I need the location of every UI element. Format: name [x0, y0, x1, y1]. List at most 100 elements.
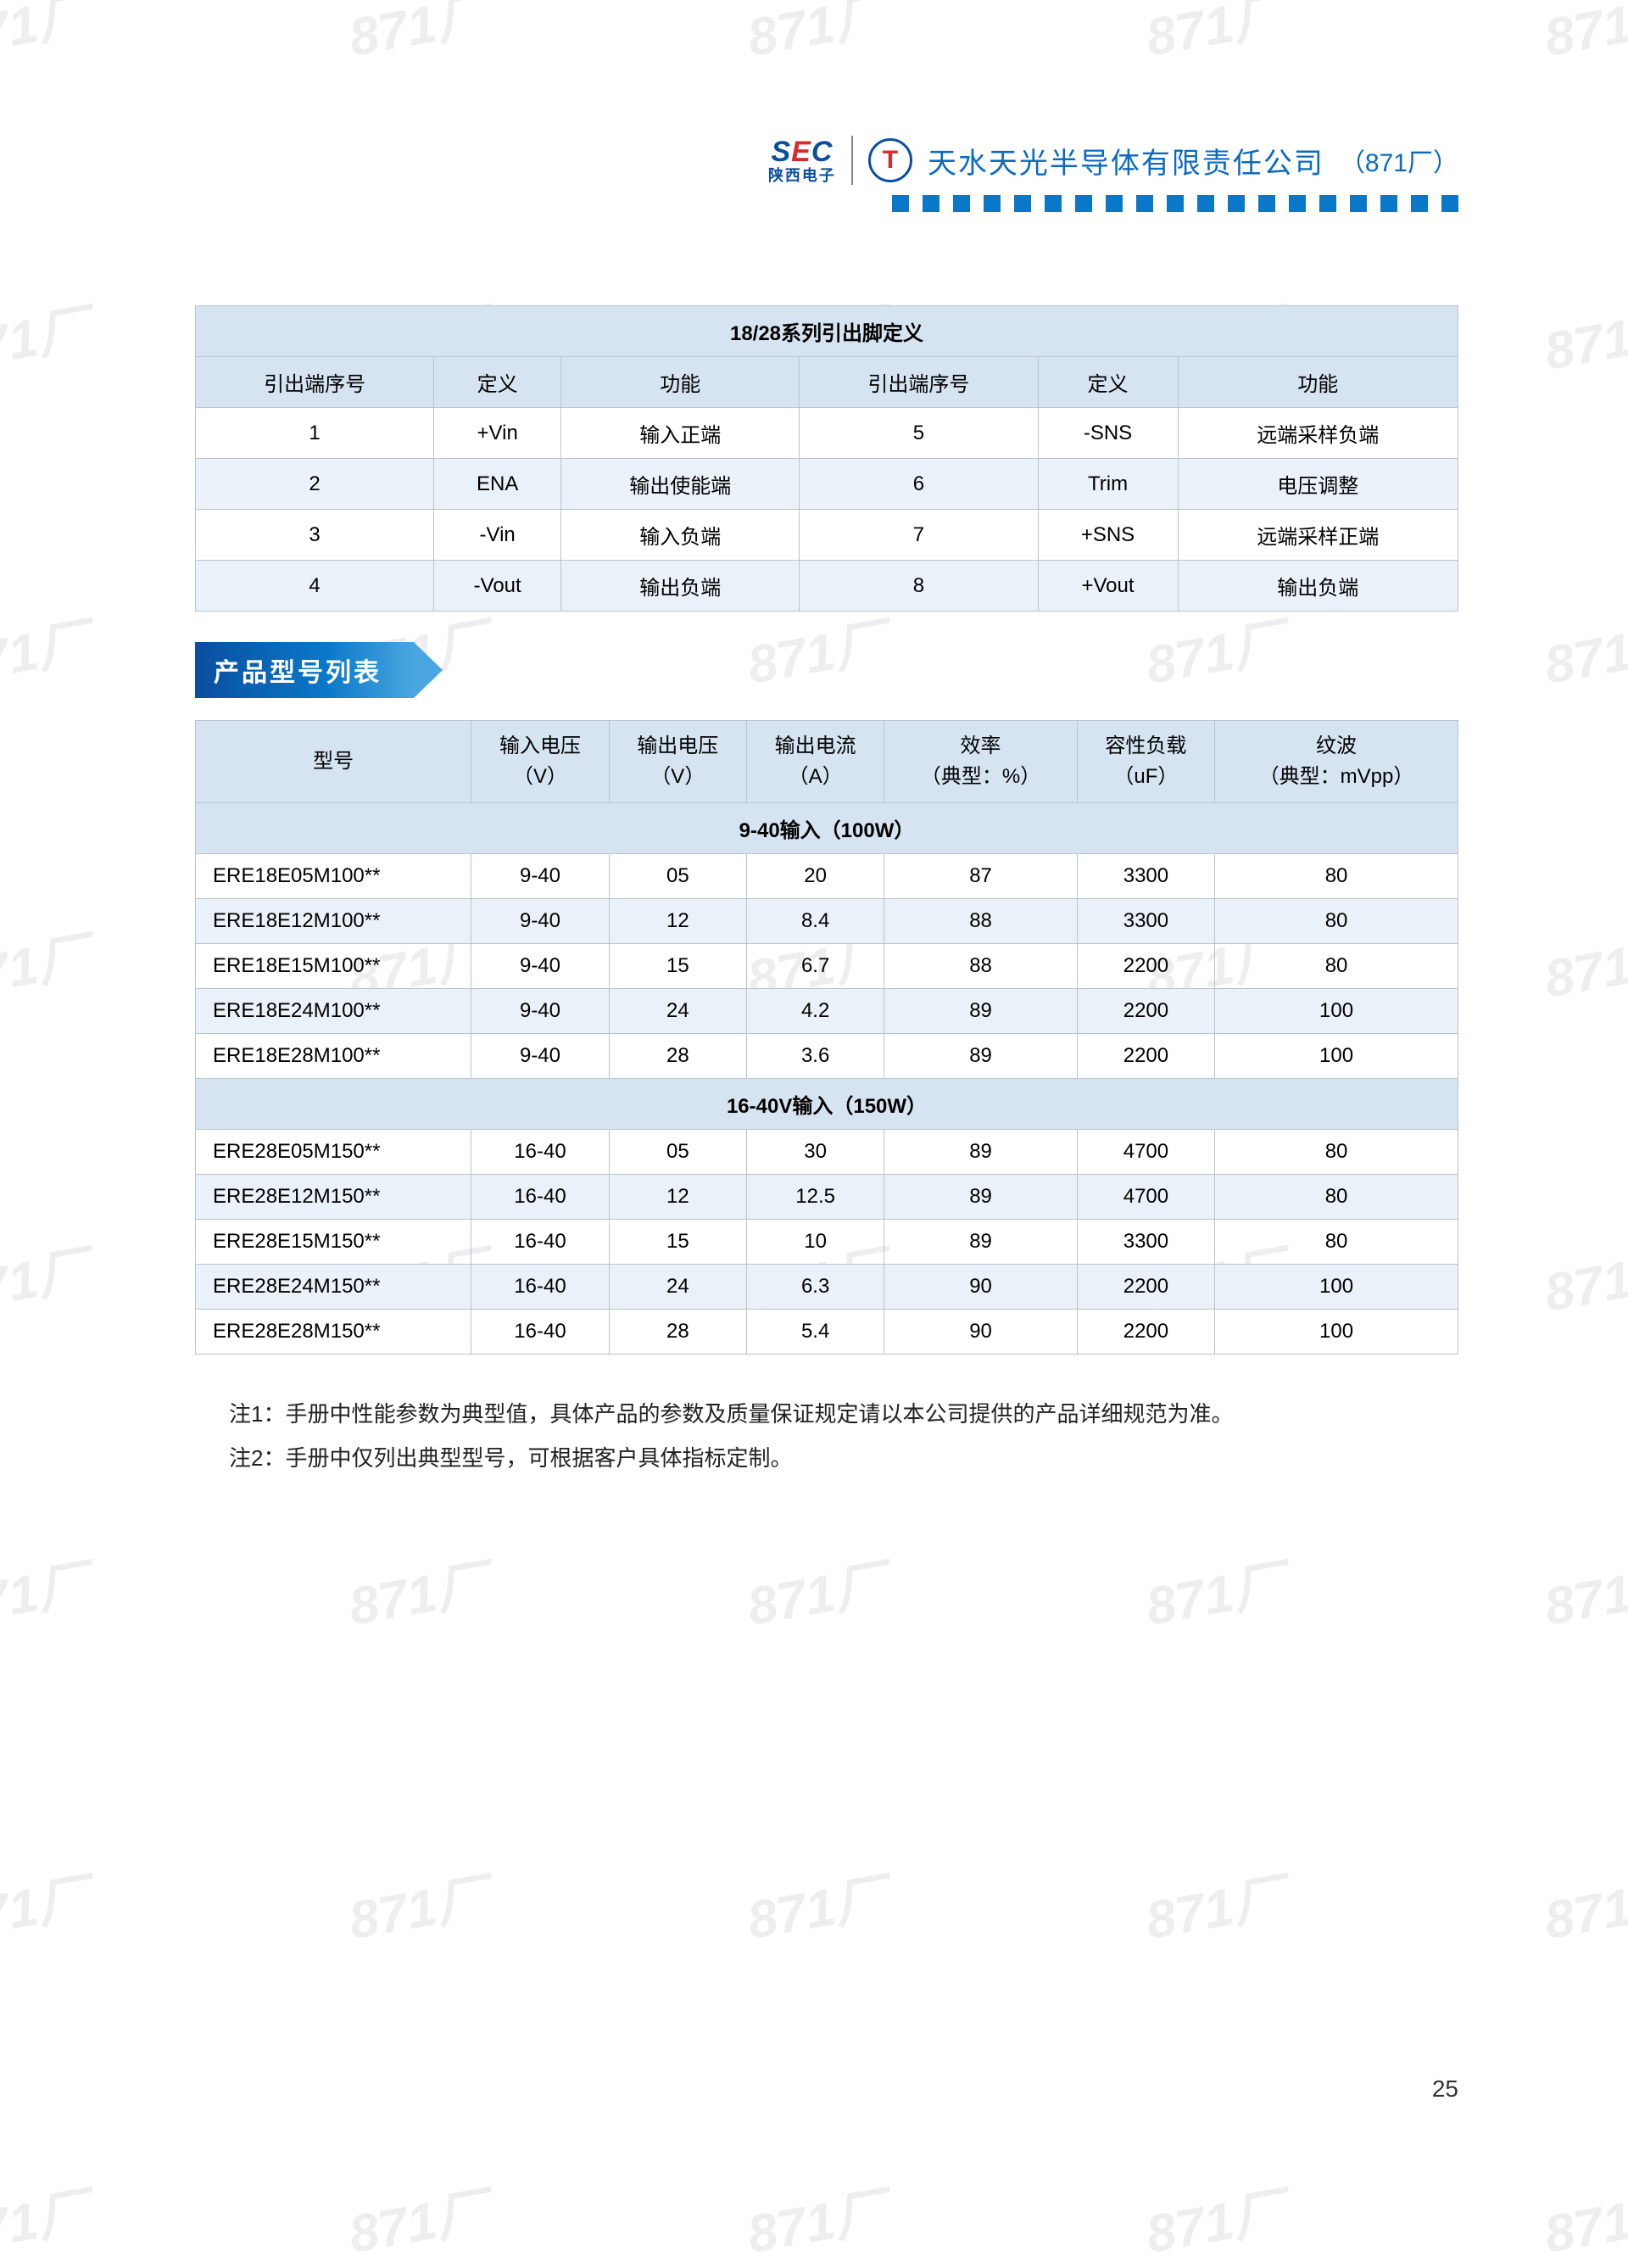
table-cell: 100 — [1215, 1034, 1458, 1079]
table-cell: 远端采样正端 — [1178, 510, 1458, 561]
table-cell: 80 — [1215, 1175, 1458, 1220]
sec-e: E — [791, 136, 811, 168]
table-cell: 12.5 — [746, 1175, 884, 1220]
table-cell: 电压调整 — [1178, 459, 1458, 510]
table-cell: 12 — [609, 1175, 746, 1220]
pin-col-header: 引出端序号 — [196, 357, 434, 408]
table-cell: 3300 — [1077, 899, 1214, 944]
table-cell: 90 — [884, 1310, 1077, 1355]
table-row: ERE18E28M100**9-40283.6892200100 — [196, 1034, 1458, 1079]
prod-col-header: 输出电压（V） — [609, 721, 746, 803]
table-cell: ERE28E28M150** — [196, 1310, 471, 1355]
table-cell: 6 — [800, 459, 1038, 510]
page-header: SEC 陕西电子 T 天水天光半导体有限责任公司 （871厂） — [195, 136, 1458, 185]
table-cell: 10 — [746, 1220, 884, 1265]
table-cell: 5 — [800, 408, 1038, 459]
table-cell: 16-40 — [471, 1130, 609, 1175]
table-cell: +SNS — [1038, 510, 1178, 561]
table-cell: 80 — [1215, 899, 1458, 944]
table-cell: 9-40 — [471, 944, 609, 989]
table-row: ERE28E05M150**16-40053089470080 — [196, 1130, 1458, 1175]
footnotes: 注1：手册中性能参数为典型值，具体产品的参数及质量保证规定请以本公司提供的产品详… — [195, 1392, 1458, 1480]
table-cell: 4700 — [1077, 1130, 1214, 1175]
table-cell: 1 — [196, 408, 434, 459]
banner-triangle — [414, 642, 443, 698]
table-cell: 89 — [884, 989, 1077, 1034]
prod-col-header: 纹波（典型：mVpp） — [1215, 721, 1458, 803]
table-row: ERE28E28M150**16-40285.4902200100 — [196, 1310, 1458, 1355]
table-row: 4-Vout输出负端8+Vout输出负端 — [196, 561, 1458, 612]
prod-table-header: 型号输入电压（V）输出电压（V）输出电流（A）效率（典型：%）容性负载（uF）纹… — [196, 721, 1458, 803]
table-cell: 28 — [609, 1034, 746, 1079]
header-divider — [851, 136, 853, 185]
table-row: 2ENA输出使能端6Trim电压调整 — [196, 459, 1458, 510]
table-cell: 9-40 — [471, 989, 609, 1034]
table-cell: 输出使能端 — [561, 459, 800, 510]
page-content: SEC 陕西电子 T 天水天光半导体有限责任公司 （871厂） 18/28系列引… — [0, 0, 1628, 1480]
table-cell: 3.6 — [746, 1034, 884, 1079]
table-cell: -Vout — [434, 561, 561, 612]
table-cell: ERE28E15M150** — [196, 1220, 471, 1265]
table-cell: 7 — [800, 510, 1038, 561]
table-cell: 2200 — [1077, 944, 1214, 989]
table-cell: 输出负端 — [1178, 561, 1458, 612]
sec-logo: SEC 陕西电子 — [768, 137, 836, 183]
table-cell: ERE18E12M100** — [196, 899, 471, 944]
prod-section1: 9-40输入（100W） — [196, 803, 1458, 854]
table-cell: 9-40 — [471, 854, 609, 899]
table-cell: 80 — [1215, 944, 1458, 989]
sec-logo-text: SEC — [771, 137, 833, 166]
table-row: ERE18E12M100**9-40128.488330080 — [196, 899, 1458, 944]
table-cell: 2 — [196, 459, 434, 510]
table-cell: 9-40 — [471, 899, 609, 944]
table-cell: 输入正端 — [561, 408, 800, 459]
sec-c: C — [811, 136, 834, 168]
company-suffix: （871厂） — [1340, 142, 1458, 179]
table-cell: 90 — [884, 1265, 1077, 1310]
table-cell: ERE18E05M100** — [196, 854, 471, 899]
table-cell: 2200 — [1077, 1034, 1214, 1079]
page-number: 25 — [1432, 2075, 1458, 2103]
prod-col-header: 容性负载（uF） — [1077, 721, 1214, 803]
table-cell: 4 — [196, 561, 434, 612]
prod-col-header: 输出电流（A） — [746, 721, 884, 803]
table-cell: 8 — [800, 561, 1038, 612]
prod-col-header: 型号 — [196, 721, 471, 803]
table-cell: 5.4 — [746, 1310, 884, 1355]
table-cell: 2200 — [1077, 989, 1214, 1034]
table-cell: ERE28E12M150** — [196, 1175, 471, 1220]
sec-sub: 陕西电子 — [768, 168, 836, 183]
table-cell: 05 — [609, 854, 746, 899]
table-cell: 2200 — [1077, 1310, 1214, 1355]
pin-col-header: 定义 — [1038, 357, 1178, 408]
table-row: ERE18E05M100**9-40052087330080 — [196, 854, 1458, 899]
pin-col-header: 引出端序号 — [800, 357, 1038, 408]
table-cell: 3300 — [1077, 1220, 1214, 1265]
table-cell: 15 — [609, 1220, 746, 1265]
table-cell: 100 — [1215, 1265, 1458, 1310]
table-cell: 远端采样负端 — [1178, 408, 1458, 459]
pin-definition-table: 18/28系列引出脚定义 引出端序号定义功能引出端序号定义功能 1+Vin输入正… — [195, 305, 1458, 612]
table-cell: 6.3 — [746, 1265, 884, 1310]
table-cell: -SNS — [1038, 408, 1178, 459]
table-cell: 30 — [746, 1130, 884, 1175]
prod-section2: 16-40V输入（150W） — [196, 1079, 1458, 1130]
sec-s: S — [771, 136, 791, 168]
table-cell: 28 — [609, 1310, 746, 1355]
table-cell: 3 — [196, 510, 434, 561]
table-cell: 89 — [884, 1220, 1077, 1265]
table-cell: 89 — [884, 1175, 1077, 1220]
table-cell: 3300 — [1077, 854, 1214, 899]
table-cell: 100 — [1215, 1310, 1458, 1355]
table-cell: 24 — [609, 1265, 746, 1310]
table-cell: ERE18E15M100** — [196, 944, 471, 989]
table-cell: 80 — [1215, 854, 1458, 899]
table-cell: Trim — [1038, 459, 1178, 510]
table-cell: 输出负端 — [561, 561, 800, 612]
pin-col-header: 功能 — [1178, 357, 1458, 408]
table-cell: +Vin — [434, 408, 561, 459]
product-model-table: 型号输入电压（V）输出电压（V）输出电流（A）效率（典型：%）容性负载（uF）纹… — [195, 720, 1458, 1355]
table-cell: 89 — [884, 1130, 1077, 1175]
table-cell: 16-40 — [471, 1175, 609, 1220]
table-cell: ERE18E24M100** — [196, 989, 471, 1034]
